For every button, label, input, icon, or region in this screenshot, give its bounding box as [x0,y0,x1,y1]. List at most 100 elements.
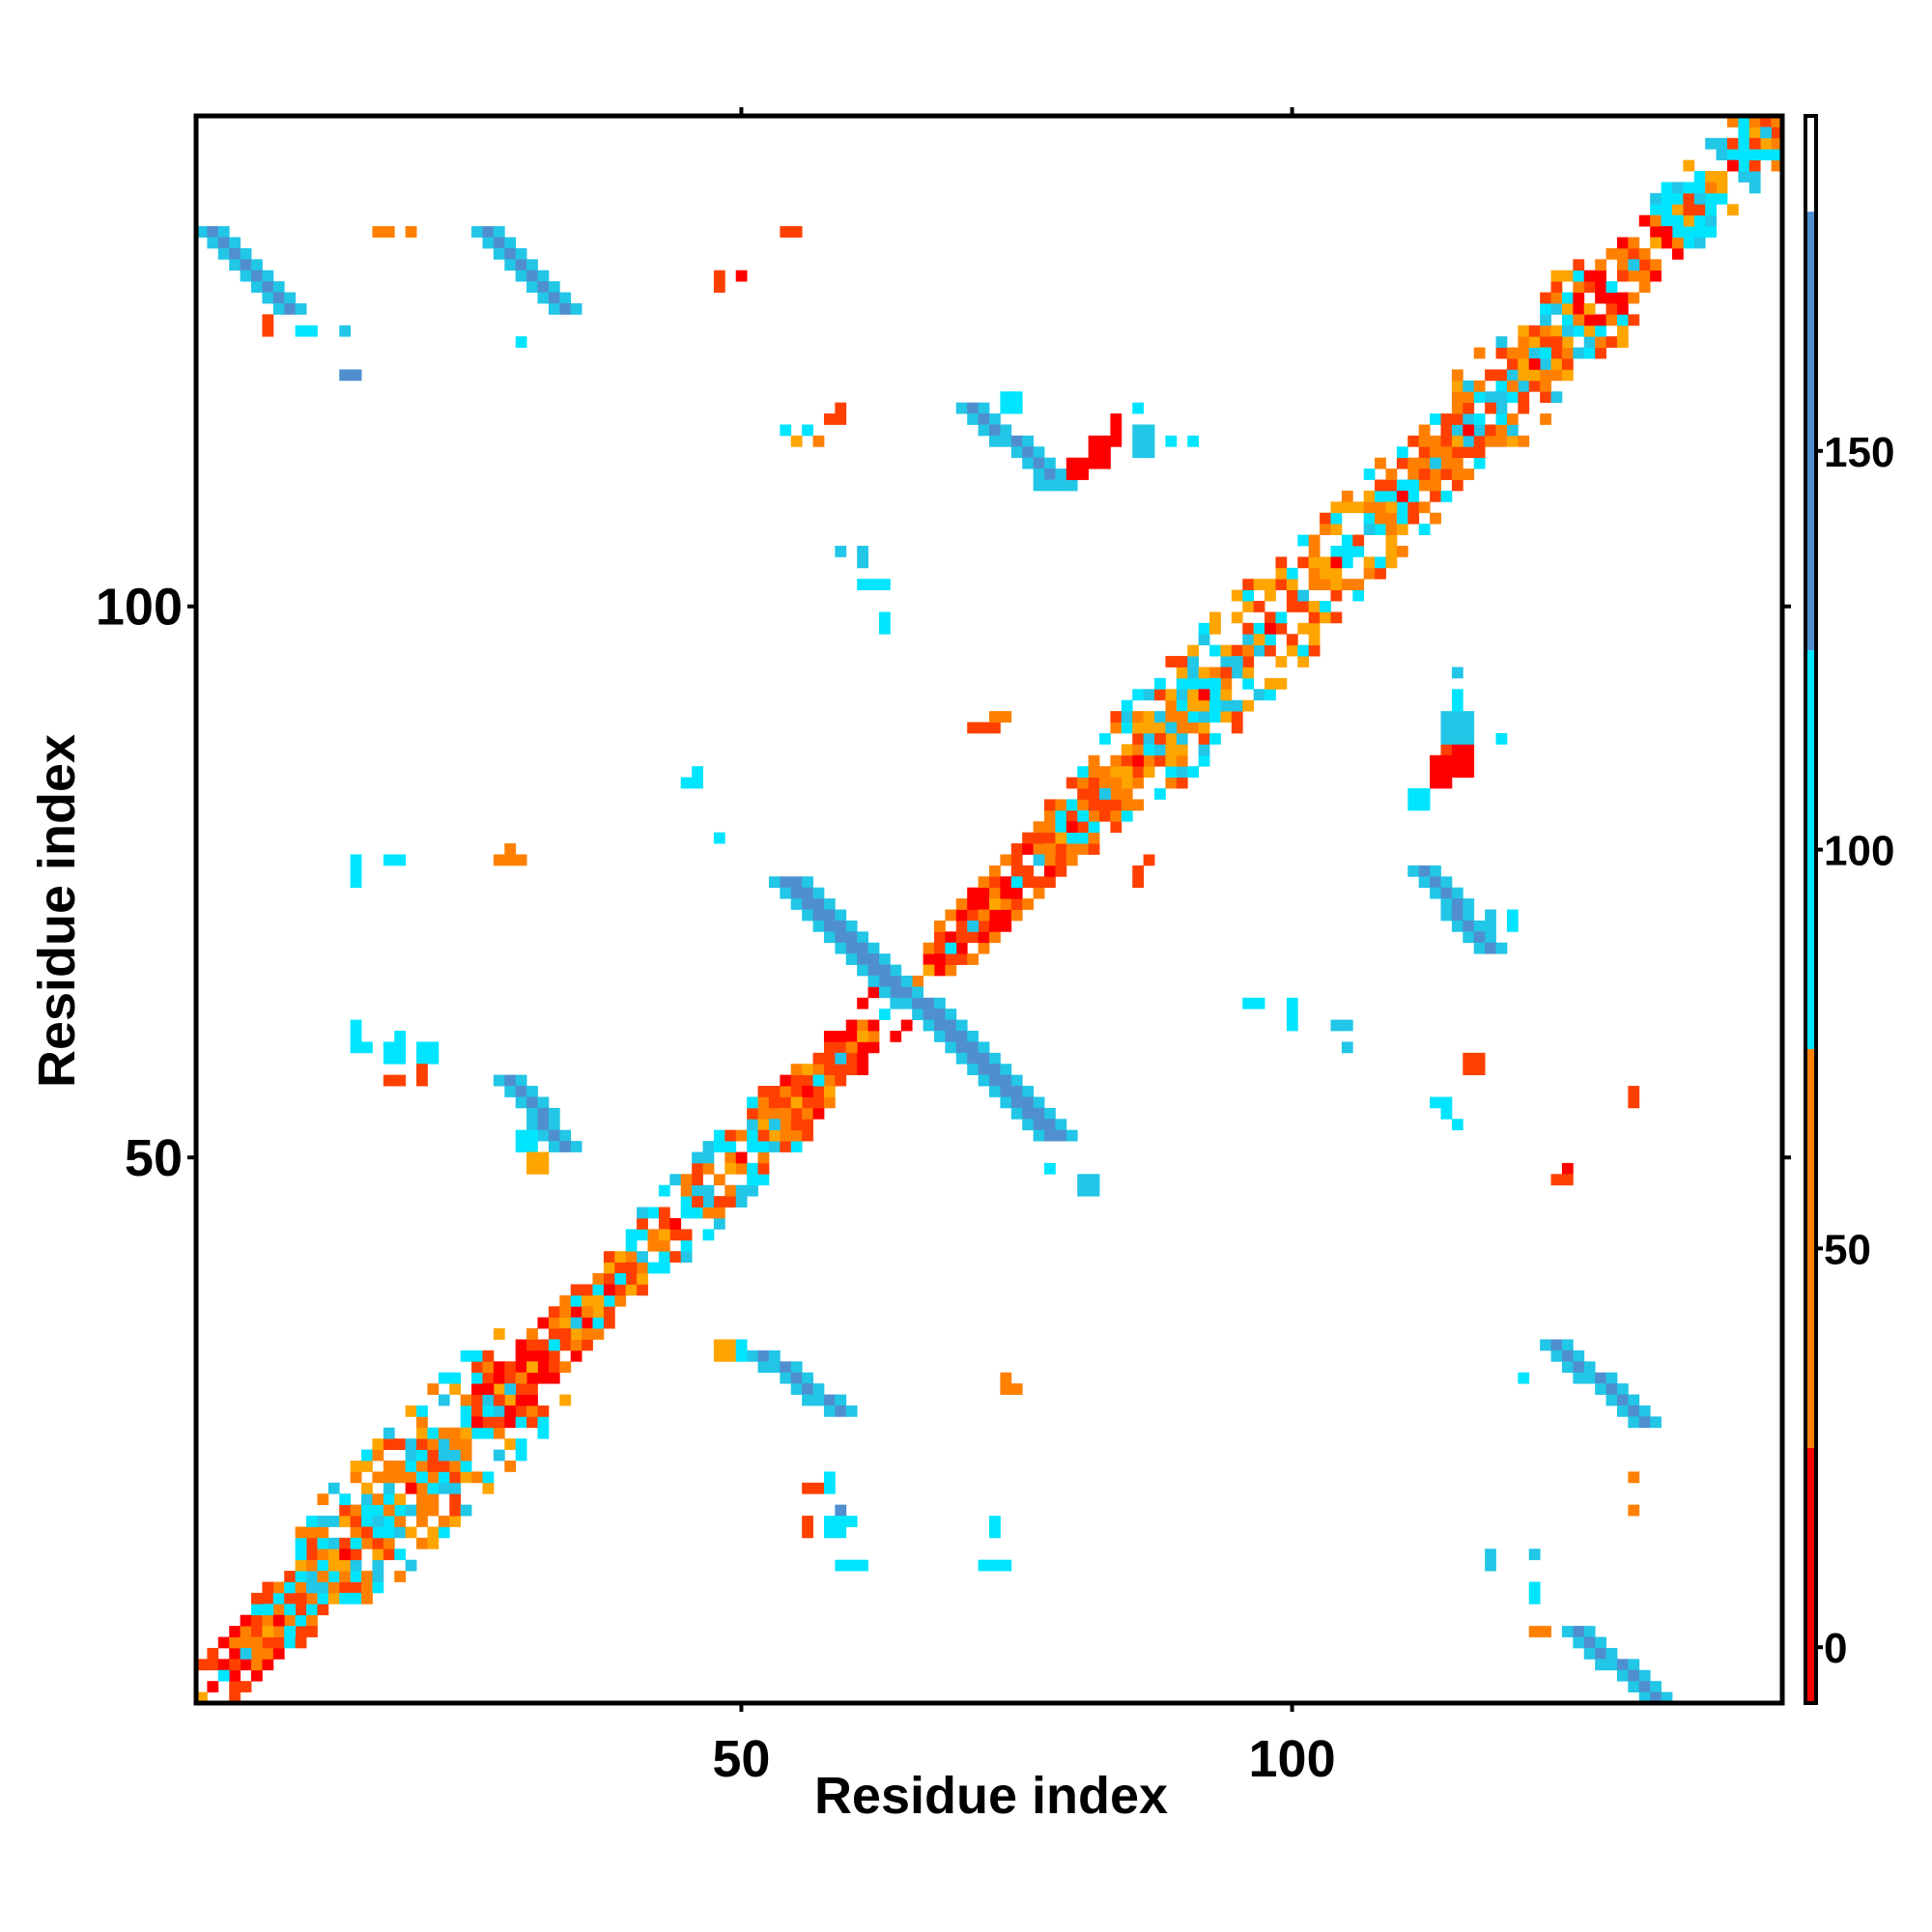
heatmap-cell [757,1107,770,1120]
heatmap-cell [978,722,990,734]
heatmap-cell [945,909,957,922]
heatmap-cell [306,1604,318,1616]
heatmap-cell [1363,512,1376,525]
heatmap-cell [1308,579,1321,591]
heatmap-cell [1573,1626,1585,1637]
heatmap-cell [405,1504,417,1517]
heatmap-cell [1683,226,1695,238]
heatmap-cell [1495,391,1508,404]
heatmap-cell [372,1548,384,1561]
heatmap-cell [1771,159,1783,172]
heatmap-cell [1220,644,1233,657]
heatmap-cell [1605,247,1618,260]
heatmap-cell [614,1273,627,1285]
heatmap-cell [504,247,517,260]
heatmap-cell [967,887,979,899]
heatmap-cell [1033,446,1045,459]
heatmap-cell [989,1559,1001,1572]
heatmap-cell [1198,667,1210,679]
heatmap-cell [802,909,813,922]
heatmap-cell [802,1096,813,1109]
heatmap-cell [1132,711,1145,723]
heatmap-cell [1320,556,1331,569]
heatmap-cell [1583,1361,1596,1374]
heatmap-cell [1077,832,1090,844]
heatmap-cell [1463,754,1475,767]
heatmap-cell [1430,446,1441,459]
heatmap-cell [867,1019,880,1032]
heatmap-cell [735,1339,748,1351]
heatmap-cell [350,1516,362,1527]
heatmap-cell [1132,402,1145,414]
heatmap-cell [692,1196,703,1208]
heatmap-cell [802,1064,813,1076]
heatmap-cell [1661,214,1673,227]
heatmap-cell [416,1041,428,1054]
heatmap-cell [295,302,307,315]
heatmap-cell [1044,457,1056,469]
heatmap-cell [207,237,219,249]
heatmap-cell [1286,644,1298,657]
heatmap-cell [802,424,813,437]
heatmap-cell [427,1383,440,1395]
heatmap-cell [504,1405,517,1417]
heatmap-cell [1132,754,1145,767]
heatmap-cell [680,1239,693,1252]
heatmap-cell [1605,1647,1618,1660]
heatmap-cell [207,1647,219,1660]
heatmap-cell [317,1571,329,1582]
heatmap-cell [625,1251,638,1264]
heatmap-cell [1375,501,1386,514]
heatmap-cell [1650,270,1662,282]
heatmap-cell [1143,722,1155,734]
heatmap-cell [1165,435,1178,447]
heatmap-cell [802,887,813,899]
heatmap-cell [1176,732,1188,745]
heatmap-cell [1033,479,1045,492]
heatmap-cell [1010,876,1023,889]
heatmap-cell [1065,479,1078,492]
heatmap-cell [1165,777,1178,789]
heatmap-cell [251,1604,263,1616]
heatmap-cell [802,1074,813,1087]
heatmap-cell [438,1438,450,1450]
heatmap-cell [1231,711,1243,723]
heatmap-cell [669,1217,682,1230]
heatmap-cell [890,986,902,999]
heatmap-cell [1463,711,1475,723]
heatmap-cell [1297,589,1310,602]
heatmap-cell [229,1669,242,1682]
heatmap-cell [460,1438,472,1450]
heatmap-cell [1375,490,1386,502]
heatmap-cell [1430,435,1441,447]
heatmap-cell [1583,1636,1596,1649]
heatmap-cell [1330,567,1343,580]
heatmap-cell [1595,1659,1606,1671]
heatmap-cell [1628,1659,1640,1671]
heatmap-cell [802,1372,813,1384]
heatmap-cell [460,1460,472,1472]
heatmap-cell [1671,182,1684,194]
heatmap-cell [1198,744,1210,756]
heatmap-cell [317,1604,329,1616]
heatmap-cell [504,1383,517,1395]
heatmap-cell [1451,766,1463,778]
heatmap-cell [1485,909,1496,922]
heatmap-cell [989,1052,1001,1065]
heatmap-cell [1330,524,1343,535]
heatmap-cell [1341,501,1353,514]
heatmap-cell [1010,865,1023,877]
heatmap-cell [262,1581,274,1594]
heatmap-cell [1561,369,1574,382]
heatmap-cell [207,226,219,238]
heatmap-cell [559,1129,572,1142]
heatmap-cell [339,1516,352,1527]
heatmap-cell [757,1174,770,1186]
heatmap-cell [747,1107,758,1120]
heatmap-cell [1396,490,1408,502]
heatmap-cell [603,1251,615,1264]
heatmap-cell [306,1581,318,1594]
heatmap-cell [1363,567,1376,580]
heatmap-cell [1650,237,1662,249]
heatmap-cell [493,1405,505,1417]
